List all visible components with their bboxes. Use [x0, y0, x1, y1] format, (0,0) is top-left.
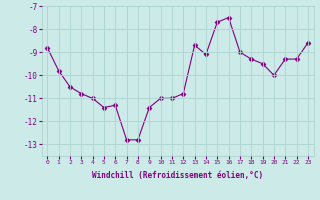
X-axis label: Windchill (Refroidissement éolien,°C): Windchill (Refroidissement éolien,°C) — [92, 171, 263, 180]
